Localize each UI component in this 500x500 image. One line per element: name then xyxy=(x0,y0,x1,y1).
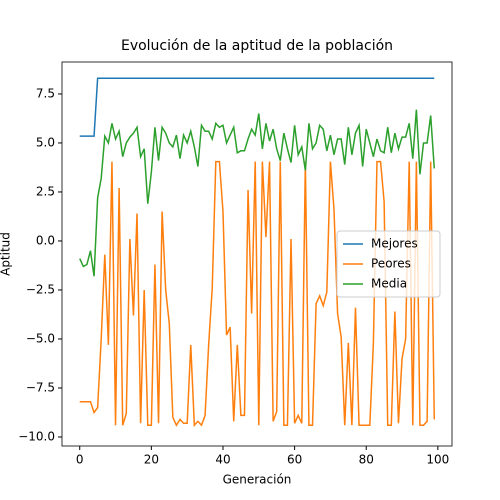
legend-box xyxy=(336,230,441,298)
y-tick-label: −10.0 xyxy=(18,429,55,443)
axes-frame xyxy=(61,61,453,447)
y-tick-label: 5.0 xyxy=(36,135,55,149)
line-series xyxy=(79,109,436,277)
x-tick-label: 60 xyxy=(287,453,302,467)
x-tick-label: 0 xyxy=(76,453,84,467)
x-axis-label: Generación xyxy=(223,473,292,487)
y-tick-label: 0.0 xyxy=(36,233,55,247)
y-tick-label: −7.5 xyxy=(26,380,55,394)
x-tick-label: 20 xyxy=(144,453,159,467)
x-tick-label: 100 xyxy=(426,453,449,467)
y-tick-label: 2.5 xyxy=(36,184,55,198)
x-tick-label: 40 xyxy=(215,453,230,467)
y-tick-label: 7.5 xyxy=(36,86,55,100)
legend: Mejores Peores Media xyxy=(336,230,441,298)
x-tick-label: 80 xyxy=(359,453,374,467)
chart-title: Evolución de la aptitud de la población xyxy=(121,38,393,54)
y-axis-label: Aptitud xyxy=(0,232,13,276)
line-series xyxy=(79,77,435,137)
y-tick-label: −2.5 xyxy=(26,282,55,296)
legend-label: Media xyxy=(371,277,407,291)
y-tick-label: −5.0 xyxy=(26,331,55,345)
legend-label: Peores xyxy=(371,257,411,271)
legend-label: Mejores xyxy=(371,237,418,251)
